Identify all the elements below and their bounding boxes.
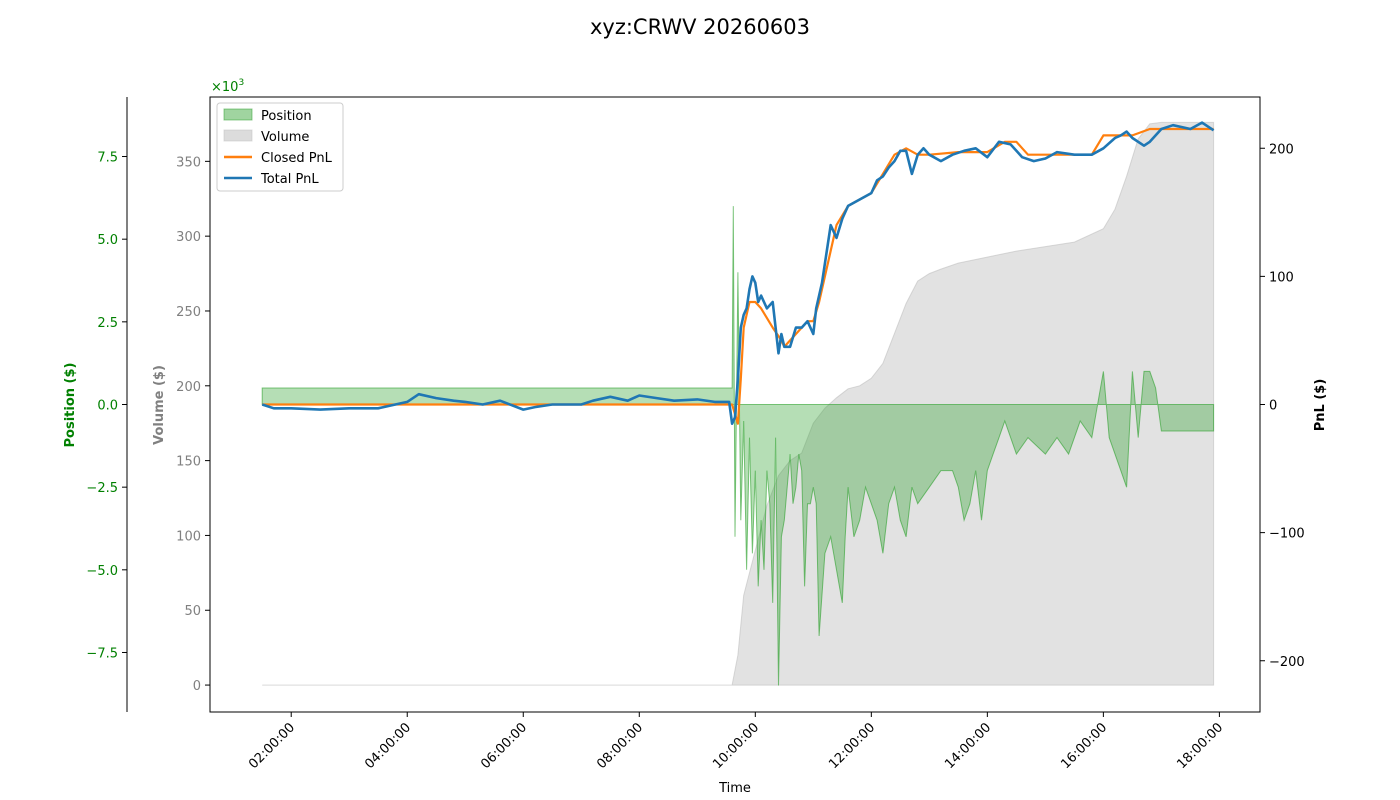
x-tick-label: 06:00:00 — [478, 720, 530, 772]
legend-box — [216, 102, 344, 192]
position-tick-label: 0.0 — [97, 399, 118, 414]
series-group — [261, 121, 1215, 686]
volume-tick-label: 250 — [176, 305, 201, 320]
position-tick-label: 5.0 — [97, 233, 118, 248]
position-area — [261, 206, 1215, 686]
pnl-tick-label: −100 — [1269, 527, 1305, 542]
x-tick-label: 08:00:00 — [594, 720, 646, 772]
position-tick-label: −5.0 — [86, 564, 118, 579]
volume-tick-label: 150 — [176, 455, 201, 470]
position-scale-label: ×103 — [211, 78, 244, 95]
volume-axis-title: Volume ($) — [152, 365, 167, 445]
pnl-axis-title: PnL ($) — [1313, 379, 1328, 432]
position-tick-label: −7.5 — [86, 646, 118, 661]
legend-swatch-position — [223, 108, 253, 121]
pnl-tick-label: 200 — [1269, 142, 1294, 157]
legend-label-total-pnl: Total PnL — [260, 172, 319, 187]
pnl-tick-label: 100 — [1269, 270, 1294, 285]
volume-tick-label: 300 — [176, 230, 201, 245]
x-tick-label: 10:00:00 — [710, 720, 762, 772]
volume-tick-label: 50 — [184, 604, 201, 619]
pnl-tick-label: −200 — [1269, 655, 1305, 670]
x-tick-label: 16:00:00 — [1058, 720, 1110, 772]
legend-label-closed-pnl: Closed PnL — [261, 151, 333, 166]
x-tick-label: 12:00:00 — [826, 720, 878, 772]
volume-tick-label: 100 — [176, 529, 201, 544]
x-tick-label: 18:00:00 — [1174, 720, 1226, 772]
legend: Position Volume Closed PnL Total PnL — [216, 102, 344, 192]
volume-tick-label: 350 — [176, 155, 201, 170]
x-tick-label: 14:00:00 — [942, 720, 994, 772]
pnl-tick-label: 0 — [1269, 399, 1277, 414]
position-tick-label: 2.5 — [97, 316, 118, 331]
position-tick-label: −2.5 — [86, 481, 118, 496]
legend-swatch-volume — [223, 129, 253, 142]
plot-area — [210, 97, 1260, 712]
legend-label-position: Position — [261, 109, 312, 124]
position-tick-label: 7.5 — [97, 151, 118, 166]
total-pnl-line — [261, 121, 1215, 425]
position-axis-title: Position ($) — [63, 363, 78, 448]
volume-tick-label: 200 — [176, 380, 201, 395]
chart-title: xyz:CRWV 20260603 — [590, 15, 810, 39]
legend-label-volume: Volume — [261, 130, 309, 145]
volume-tick-label: 0 — [193, 679, 201, 694]
x-tick-label: 04:00:00 — [362, 720, 414, 772]
x-tick-label: 02:00:00 — [246, 720, 298, 772]
x-axis-title: Time — [718, 781, 751, 796]
